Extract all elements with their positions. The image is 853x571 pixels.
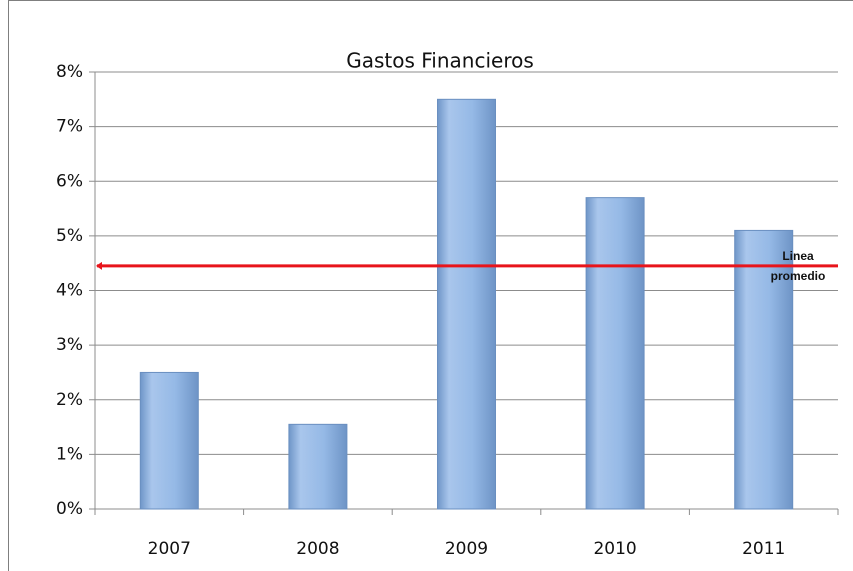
- bar: [437, 98, 496, 510]
- y-tick-label: 5%: [56, 226, 83, 246]
- y-tick-label: 3%: [56, 335, 83, 355]
- y-tick-label: 0%: [56, 499, 83, 519]
- x-tick-label: 2009: [445, 539, 488, 559]
- chart-title: Gastos Financieros: [346, 49, 534, 73]
- bar: [288, 423, 348, 510]
- y-tick-label: 2%: [56, 390, 83, 410]
- average-line-label: promedio: [771, 269, 826, 283]
- bar: [139, 371, 199, 510]
- y-tick-label: 6%: [56, 171, 83, 191]
- x-tick-label: 2008: [296, 539, 339, 559]
- y-tick-label: 7%: [56, 117, 83, 137]
- y-tick-label: 1%: [56, 444, 83, 464]
- y-tick-label: 4%: [56, 281, 83, 301]
- y-tick-label: 8%: [56, 62, 83, 82]
- x-tick-label: 2007: [148, 539, 191, 559]
- bar: [585, 197, 645, 510]
- average-line-label: Linea: [782, 249, 814, 263]
- chart-frame: [8, 0, 853, 571]
- bar: [734, 229, 794, 510]
- x-tick-label: 2011: [742, 539, 785, 559]
- x-tick-label: 2010: [593, 539, 636, 559]
- average-line-arrow: [96, 261, 102, 270]
